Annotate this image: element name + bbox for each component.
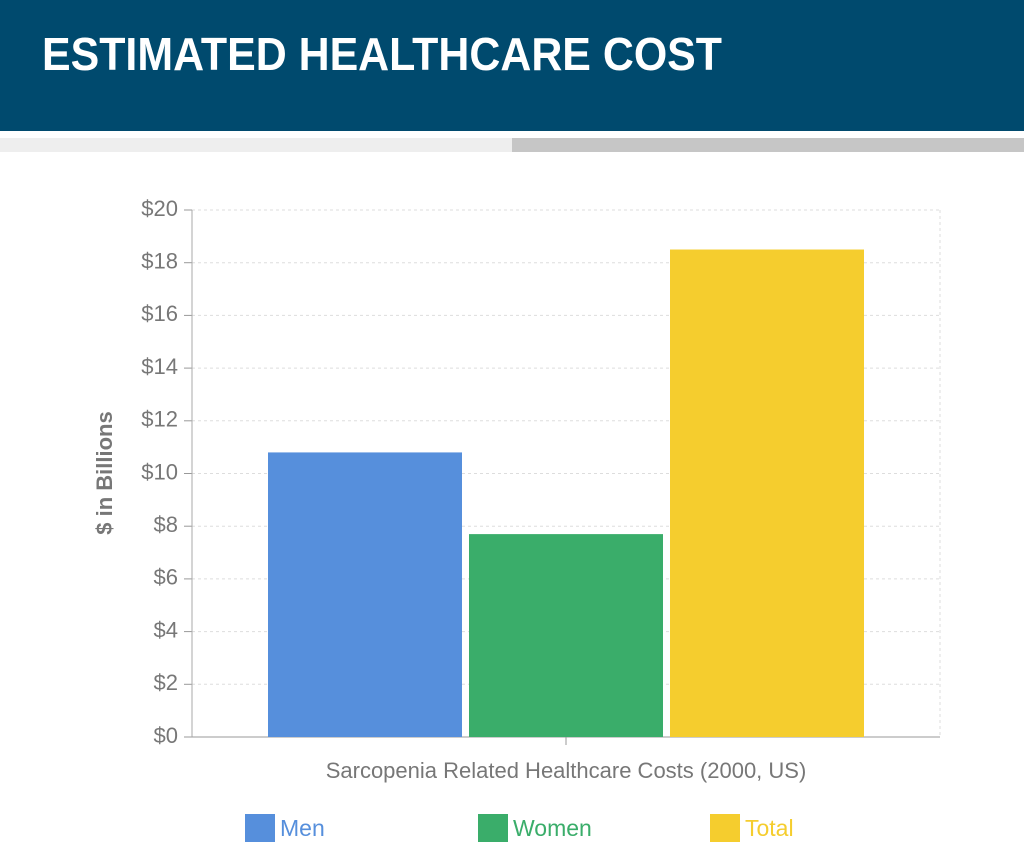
page-title: ESTIMATED HEALTHCARE COST	[42, 28, 722, 80]
legend-swatch	[710, 814, 740, 842]
legend-label: Total	[745, 815, 794, 841]
y-tick-label: $6	[154, 565, 178, 590]
header-strip	[512, 138, 1024, 152]
bar	[670, 249, 864, 737]
legend-swatch	[245, 814, 275, 842]
header-bar	[0, 0, 1024, 131]
y-tick-label: $0	[154, 723, 178, 748]
bar	[268, 452, 462, 737]
y-tick-label: $14	[141, 354, 178, 379]
y-tick-label: $12	[141, 407, 178, 432]
y-tick-label: $8	[154, 512, 178, 537]
legend-label: Men	[280, 815, 325, 841]
y-tick-label: $20	[141, 196, 178, 221]
y-tick-label: $2	[154, 670, 178, 695]
x-tick-label: Sarcopenia Related Healthcare Costs (200…	[326, 758, 807, 783]
y-tick-label: $4	[154, 617, 178, 642]
bar	[469, 534, 663, 737]
y-tick-label: $10	[141, 459, 178, 484]
y-tick-label: $18	[141, 249, 178, 274]
legend-label: Women	[513, 815, 592, 841]
y-axis-title: $ in Billions	[92, 411, 117, 534]
legend-swatch	[478, 814, 508, 842]
y-tick-label: $16	[141, 301, 178, 326]
header-strip	[0, 138, 512, 152]
